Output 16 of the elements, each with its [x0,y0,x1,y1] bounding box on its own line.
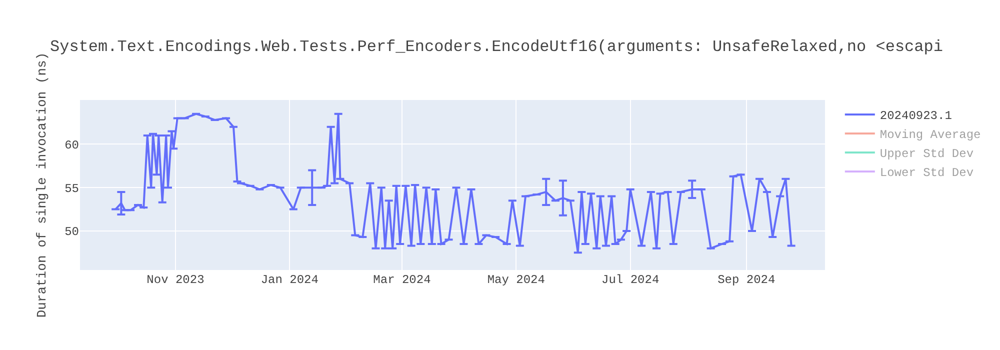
legend-label: Moving Average [880,128,981,142]
legend-label: Upper Std Dev [880,147,974,162]
y-axis-title: Duration of single invocation (ns) [34,52,50,318]
x-tick-label: May 2024 [487,273,545,287]
y-tick-label: 50 [64,225,79,240]
line-series [114,112,792,254]
x-tick-label: Jan 2024 [260,273,318,287]
y-tick-label: 55 [64,182,79,196]
x-tick-label: Jul 2024 [602,273,660,287]
legend-label: Lower Std Dev [880,166,974,180]
legend-label: 20240923.1 [880,109,952,124]
x-tick-label: Nov 2023 [146,273,204,287]
y-tick-label: 60 [64,138,79,152]
chart-title: System.Text.Encodings.Web.Tests.Perf_Encoders.EncodeUtf16(arguments: UnsafeRelaxed,no <escapi [50,38,943,56]
x-tick-label: Mar 2024 [373,273,431,287]
x-tick-label: Sep 2024 [718,273,776,287]
